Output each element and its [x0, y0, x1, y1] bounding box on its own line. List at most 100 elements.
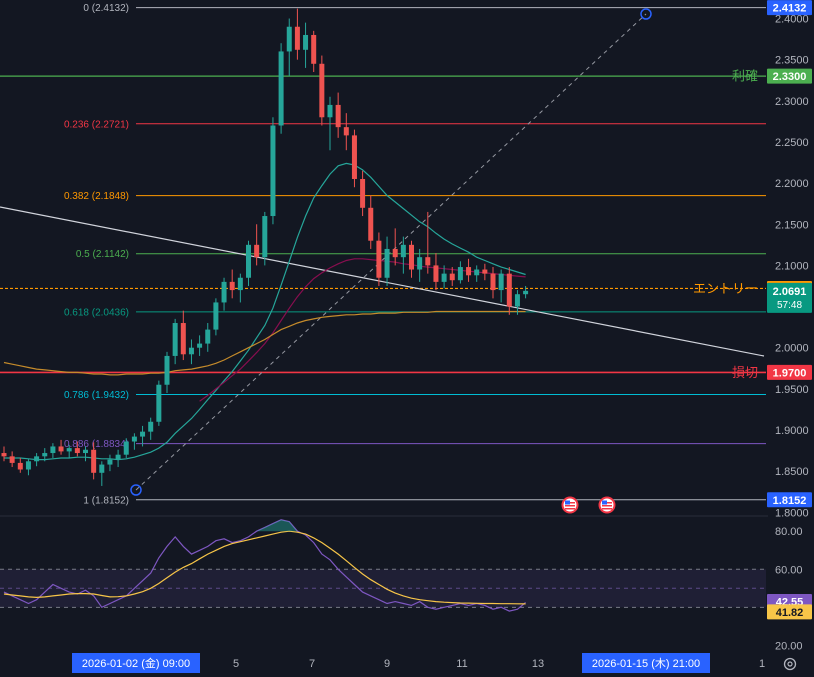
candle[interactable]	[99, 461, 105, 486]
oscillator-tick-label: 20.00	[775, 640, 803, 652]
candle[interactable]	[17, 457, 23, 473]
candle[interactable]	[34, 453, 40, 467]
candle[interactable]	[441, 265, 447, 289]
candle[interactable]	[140, 425, 146, 447]
candle[interactable]	[254, 224, 260, 266]
descending-trend-line[interactable]	[0, 206, 765, 357]
candle[interactable]	[229, 269, 235, 299]
candle-body	[83, 449, 88, 454]
candle[interactable]	[319, 55, 325, 126]
candle[interactable]	[115, 449, 121, 468]
candle[interactable]	[58, 439, 64, 455]
oscillator-pane[interactable]	[0, 519, 766, 612]
us-flag-event-icon[interactable]	[598, 496, 616, 514]
fib-anchor-bottom-handle[interactable]	[130, 484, 142, 496]
candle[interactable]	[180, 310, 186, 361]
candle[interactable]	[148, 417, 154, 440]
fib-price-badge	[767, 0, 812, 16]
candle-body	[148, 421, 154, 432]
price-tick-label: 2.2500	[775, 137, 809, 149]
moving-averages	[3, 162, 526, 461]
chart-settings-gear-icon[interactable]	[783, 657, 797, 671]
candle-body	[164, 355, 170, 385]
trend-lines[interactable]	[0, 8, 765, 496]
candle-body	[506, 273, 512, 307]
candle[interactable]	[197, 335, 203, 356]
candle[interactable]	[474, 265, 480, 282]
candle[interactable]	[449, 267, 455, 286]
candle[interactable]	[83, 446, 88, 462]
candle[interactable]	[425, 211, 431, 274]
candle[interactable]	[270, 117, 276, 225]
economic-events[interactable]	[561, 496, 616, 514]
fibonacci-retracement[interactable]: 0 (2.4132) 0.236 (2.2721) 0.382 (2.1848) 0.…	[64, 3, 766, 506]
fib-level-label: 0.886 (1.8834)	[64, 439, 129, 450]
candle[interactable]	[25, 458, 31, 476]
candle[interactable]	[237, 273, 243, 303]
candle[interactable]	[376, 232, 382, 286]
candle[interactable]	[360, 170, 366, 217]
candle-body	[221, 281, 227, 303]
candle[interactable]	[482, 263, 488, 281]
candle[interactable]	[188, 339, 194, 365]
candle[interactable]	[351, 129, 357, 188]
candle[interactable]	[262, 211, 268, 266]
candle[interactable]	[205, 323, 211, 352]
candle[interactable]	[172, 318, 178, 365]
candle[interactable]	[213, 298, 219, 336]
candle[interactable]	[409, 240, 414, 278]
candle[interactable]	[303, 22, 309, 68]
candle[interactable]	[490, 267, 496, 299]
candle-body	[368, 207, 374, 241]
oscillator-tick-label: 80.00	[775, 526, 803, 538]
candle-body	[205, 329, 211, 344]
candle[interactable]	[164, 351, 170, 393]
candle[interactable]	[400, 236, 406, 274]
candle[interactable]	[343, 113, 349, 151]
candle-body	[303, 34, 309, 50]
fib-anchor-top-handle[interactable]	[640, 8, 652, 20]
fib-level-label: 0.5 (2.1142)	[76, 249, 129, 260]
candle[interactable]	[457, 261, 463, 284]
candle[interactable]	[466, 258, 472, 282]
candle[interactable]	[50, 443, 56, 458]
candle[interactable]	[523, 285, 529, 299]
candle[interactable]	[417, 248, 423, 282]
us-flag-event-icon[interactable]	[561, 496, 579, 514]
candle[interactable]	[294, 8, 300, 60]
candle[interactable]	[1, 446, 7, 462]
candle[interactable]	[74, 441, 80, 457]
candle[interactable]	[392, 228, 398, 266]
candle[interactable]	[278, 43, 284, 134]
candle[interactable]	[156, 380, 162, 426]
candle[interactable]	[335, 92, 341, 138]
fib-level-label: 0.236 (2.2721)	[64, 119, 129, 130]
candle[interactable]	[498, 269, 504, 303]
candle[interactable]	[506, 267, 512, 315]
candle[interactable]	[221, 277, 227, 311]
oscillator-axis[interactable]: 80.00 60.00 20.00	[775, 526, 803, 652]
candle[interactable]	[131, 433, 137, 450]
candle[interactable]	[327, 96, 333, 151]
oscillator-line	[3, 530, 526, 605]
candle[interactable]	[514, 290, 520, 315]
candle[interactable]	[9, 451, 15, 468]
candle[interactable]	[433, 253, 439, 291]
candle-body	[131, 436, 137, 442]
time-tick-label: 11	[456, 658, 467, 670]
candle[interactable]	[66, 444, 72, 458]
candle[interactable]	[91, 442, 97, 480]
candle[interactable]	[311, 30, 317, 73]
candle[interactable]	[107, 454, 113, 472]
candle[interactable]	[384, 236, 390, 286]
candle-body	[99, 464, 105, 473]
candle[interactable]	[246, 240, 251, 286]
candlesticks[interactable]	[1, 8, 529, 486]
time-axis[interactable]: 2026-01-02 (金) 09:00 2026-01-15 (木) 21:0…	[0, 653, 814, 677]
candle[interactable]	[123, 438, 129, 458]
candle[interactable]	[286, 18, 292, 77]
candle[interactable]	[368, 195, 374, 249]
candle[interactable]	[42, 448, 48, 462]
